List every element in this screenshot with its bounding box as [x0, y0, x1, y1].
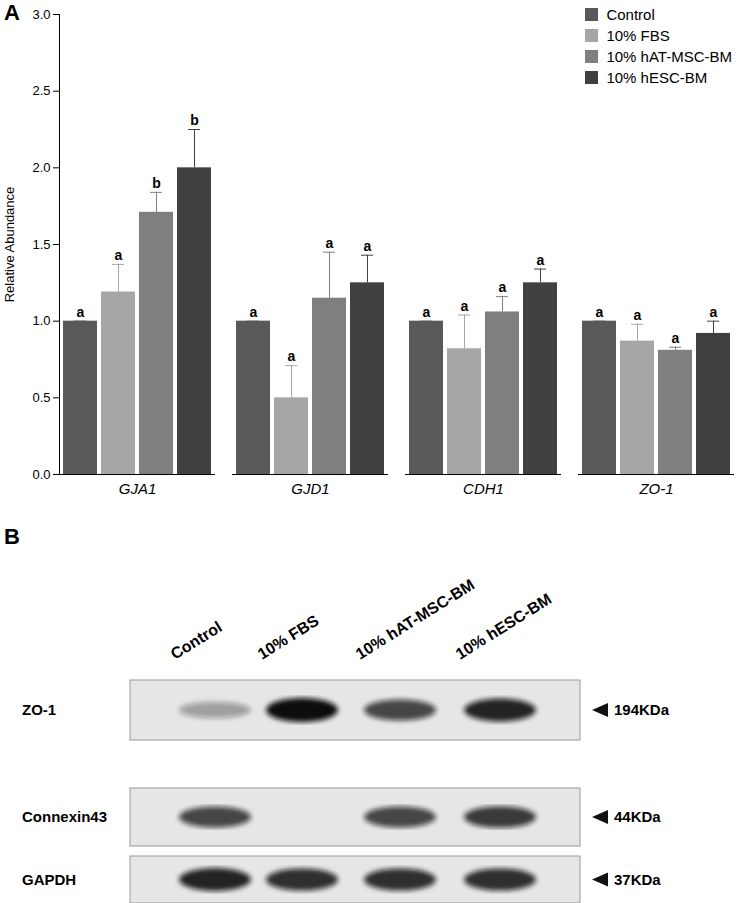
svg-text:a: a: [364, 238, 372, 254]
svg-text:a: a: [423, 304, 431, 320]
svg-text:a: a: [250, 304, 258, 320]
svg-text:ZO-1: ZO-1: [638, 480, 673, 497]
svg-text:a: a: [672, 330, 680, 346]
svg-text:3.0: 3.0: [32, 7, 50, 22]
svg-text:a: a: [537, 252, 545, 268]
svg-text:B: B: [4, 524, 20, 549]
svg-text:a: a: [288, 348, 296, 364]
html-text:Control: Control: [606, 6, 655, 23]
svg-text:a: a: [596, 304, 604, 320]
html-text:10% hAT-MSC-BM: 10% hAT-MSC-BM: [606, 48, 732, 65]
html-text:10% FBS: 10% FBS: [606, 27, 670, 44]
svg-text:ZO-1: ZO-1: [22, 701, 56, 718]
svg-text:a: a: [634, 307, 642, 323]
svg-text:a: a: [499, 279, 507, 295]
svg-text:194KDa: 194KDa: [614, 701, 670, 718]
svg-text:GAPDH: GAPDH: [22, 871, 76, 888]
svg-text:2.0: 2.0: [32, 160, 50, 175]
svg-text:b: b: [190, 112, 199, 128]
svg-text:Connexin43: Connexin43: [22, 808, 107, 825]
svg-text:GJD1: GJD1: [291, 480, 329, 497]
svg-text:a: a: [77, 304, 85, 320]
svg-text:1.5: 1.5: [32, 237, 50, 252]
svg-text:0.5: 0.5: [32, 390, 50, 405]
svg-text:Relative Abundance: Relative Abundance: [2, 187, 17, 303]
svg-text:Control: Control: [168, 618, 225, 663]
html-text:10% hESC-BM: 10% hESC-BM: [606, 69, 708, 86]
html-text:A: A: [4, 0, 20, 25]
svg-text:CDH1: CDH1: [463, 480, 504, 497]
svg-text:a: a: [461, 298, 469, 314]
svg-text:a: a: [115, 247, 123, 263]
svg-text:a: a: [710, 304, 718, 320]
svg-text:2.5: 2.5: [32, 83, 50, 98]
svg-text:10% FBS: 10% FBS: [255, 612, 322, 663]
svg-text:10% hESC-BM: 10% hESC-BM: [453, 590, 555, 662]
svg-text:10% hAT-MSC-BM: 10% hAT-MSC-BM: [352, 575, 478, 663]
svg-text:b: b: [152, 175, 161, 191]
svg-text:a: a: [326, 235, 334, 251]
svg-text:44KDa: 44KDa: [614, 808, 661, 825]
svg-text:GJA1: GJA1: [119, 480, 157, 497]
svg-text:1.0: 1.0: [32, 313, 50, 328]
svg-text:37KDa: 37KDa: [614, 871, 661, 888]
svg-text:0.0: 0.0: [32, 467, 50, 482]
